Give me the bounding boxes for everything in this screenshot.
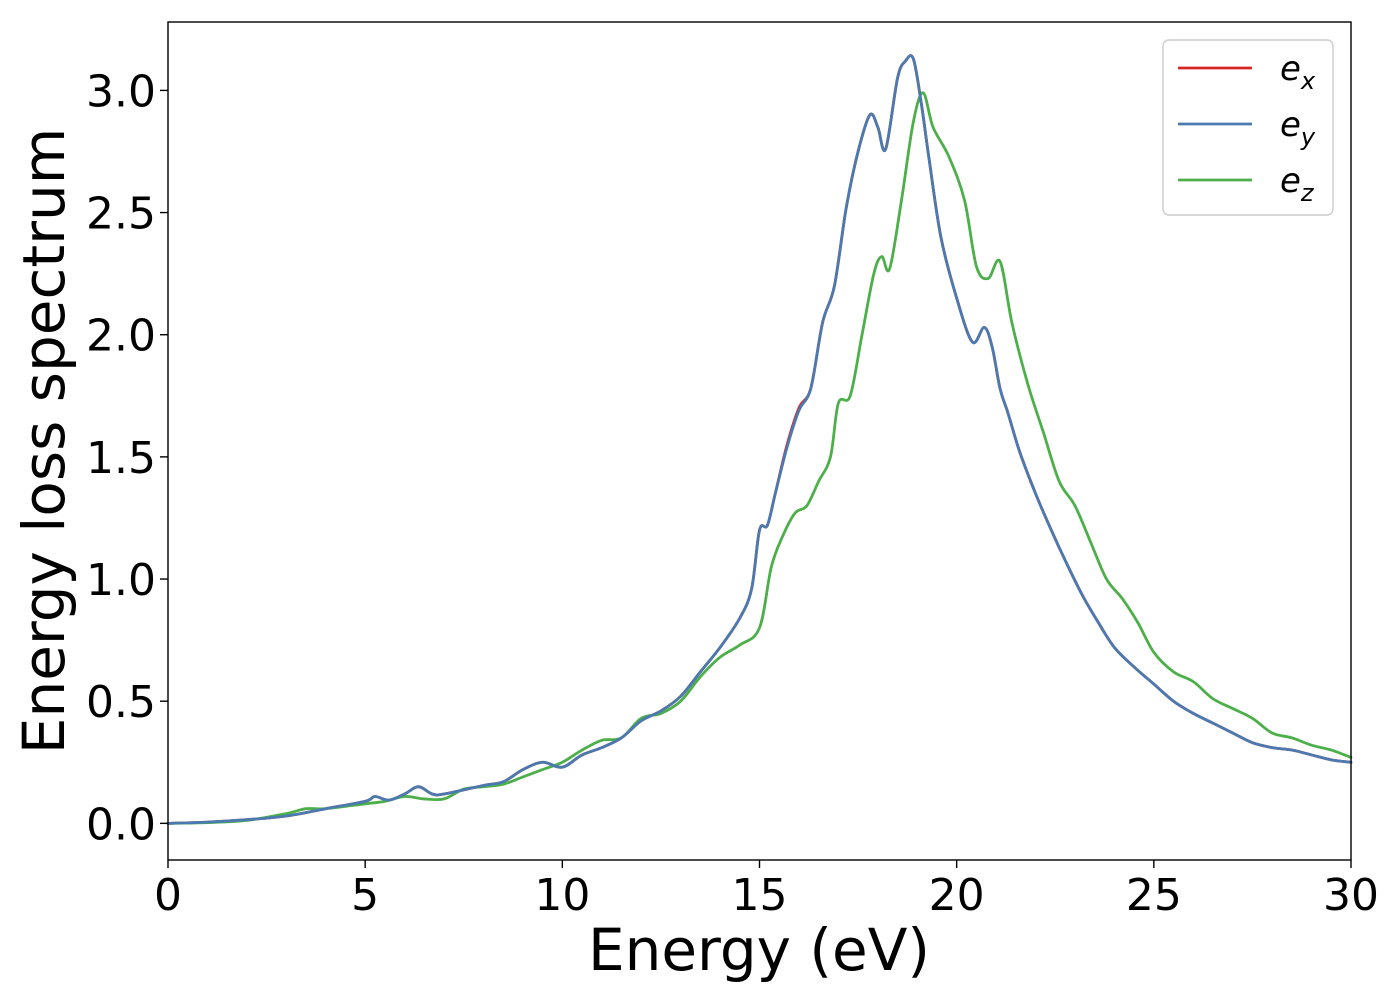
x-axis: 0 5 10 15 20 25 30 (154, 860, 1379, 921)
x-tick-label: 20 (929, 870, 985, 921)
x-axis-title: Energy (eV) (588, 916, 930, 984)
legend-label-e-x: ex (1280, 49, 1316, 95)
series-layer (166, 54, 1353, 825)
y-tick-label: 0.0 (86, 799, 156, 850)
x-tick-label: 15 (732, 870, 788, 921)
y-tick-label: 1.5 (86, 433, 156, 484)
y-axis-title: Energy loss spectrum (10, 128, 78, 754)
legend-box (1162, 39, 1334, 216)
legend: ex ey ez (1162, 39, 1334, 216)
legend-items: ex ey ez (1178, 49, 1316, 207)
y-tick-label: 2.0 (86, 311, 156, 362)
y-tick-label: 1.0 (86, 555, 156, 606)
y-axis: 0.0 0.5 1.0 1.5 2.0 2.5 3.0 (86, 66, 168, 850)
x-tick-label: 30 (1323, 870, 1379, 921)
x-tick-label: 5 (351, 870, 379, 921)
x-tick-label: 25 (1126, 870, 1182, 921)
plot-background (168, 22, 1351, 860)
legend-label-e-y: ey (1280, 105, 1316, 151)
x-tick-label: 0 (154, 870, 182, 921)
legend-label-e-z: ez (1280, 161, 1315, 207)
y-tick-label: 3.0 (86, 66, 156, 117)
y-tick-label: 2.5 (86, 189, 156, 240)
x-tick-label: 10 (534, 870, 590, 921)
series-line-e-y (166, 54, 1353, 825)
y-tick-label: 0.5 (86, 677, 156, 728)
